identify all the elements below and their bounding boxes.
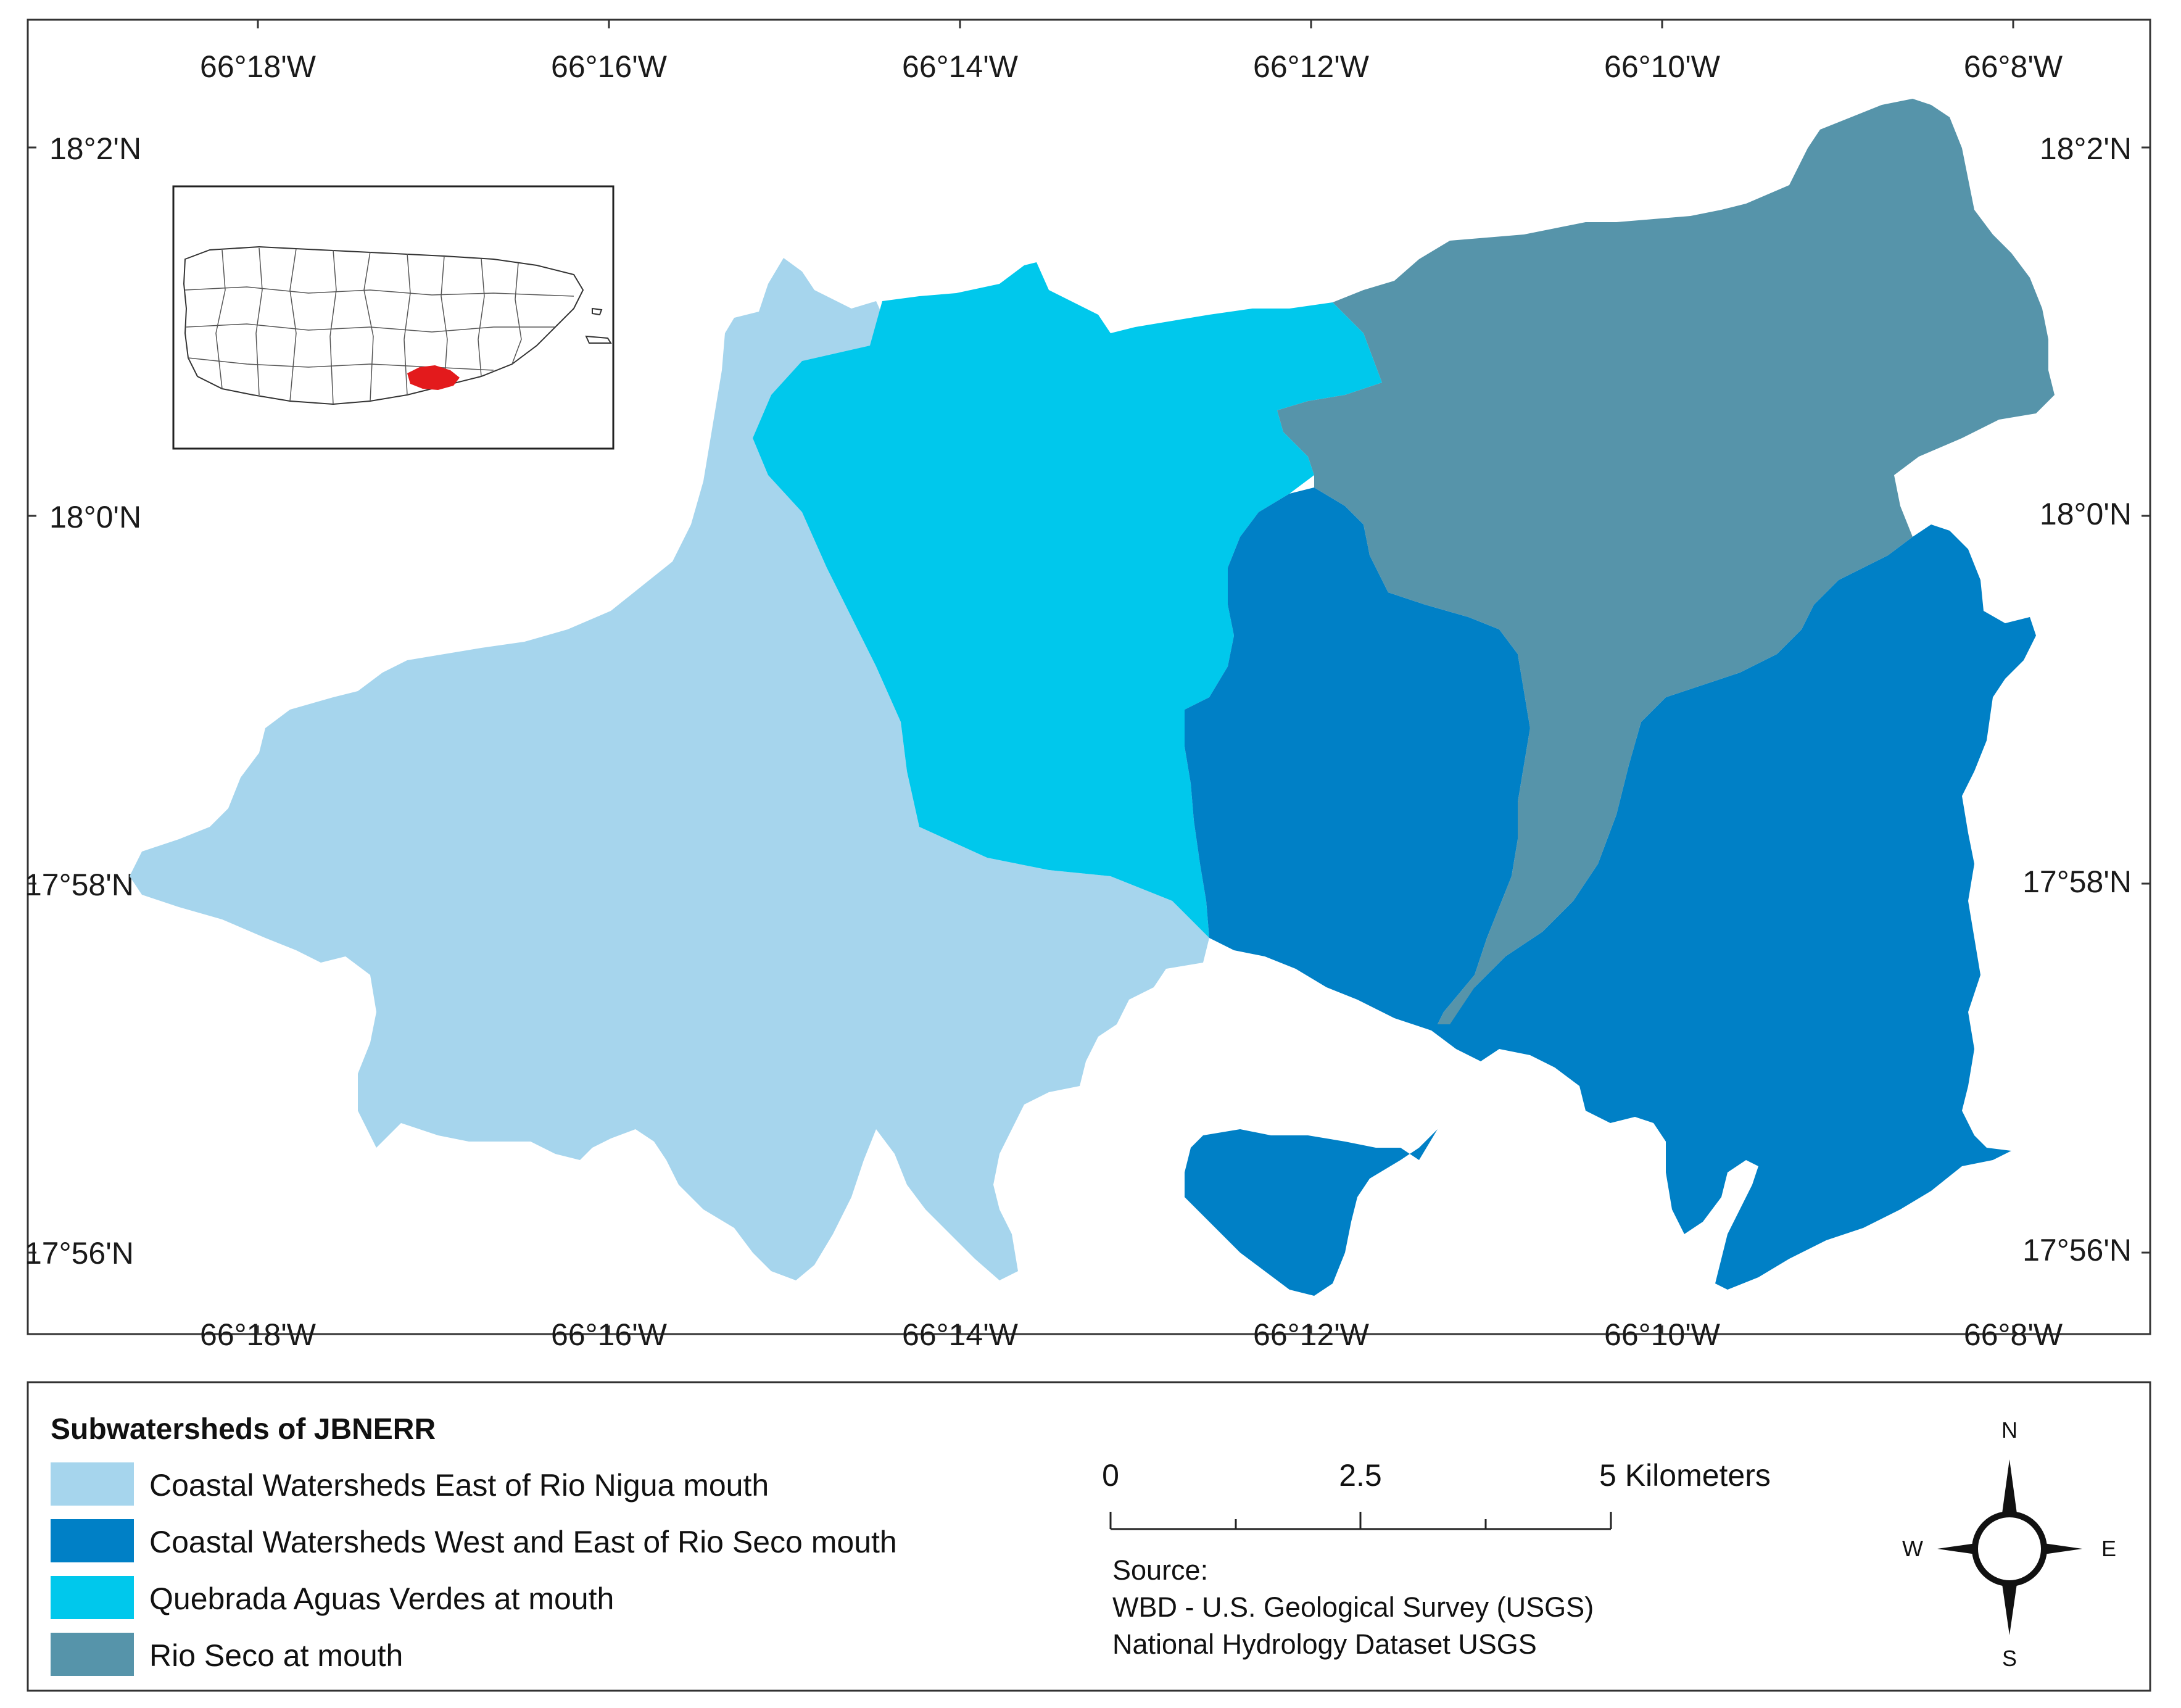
source-heading: Source: <box>1112 1554 1208 1586</box>
compass-n-label: N <box>2001 1417 2018 1443</box>
lon-label-top-2: 66°16'W <box>551 49 668 84</box>
lon-label-bottom-4: 66°12'W <box>1253 1317 1370 1352</box>
lat-label-right-2: 18°0'N <box>2040 497 2132 531</box>
legend-label-4: Rio Seco at mouth <box>149 1638 403 1673</box>
lon-label-bottom-5: 66°10'W <box>1604 1317 1721 1352</box>
north-arrow-icon <box>1937 1459 2082 1635</box>
legend-box <box>27 1381 2151 1692</box>
legend-swatch-2 <box>51 1519 134 1562</box>
lon-label-top-6: 66°8'W <box>1964 49 2063 84</box>
lon-label-top-3: 66°14'W <box>902 49 1019 84</box>
legend-label-3: Quebrada Aguas Verdes at mouth <box>149 1582 614 1616</box>
lon-label-bottom-6: 66°8'W <box>1964 1317 2063 1352</box>
inset-locator-map <box>172 185 615 450</box>
region-quebrada-aguas-verdes <box>753 262 1382 938</box>
legend-swatch-3 <box>51 1576 134 1619</box>
inset-vieques-culebra <box>585 307 612 344</box>
lat-label-right-3: 17°58'N <box>2022 864 2132 899</box>
legend-title: Subwatersheds of JBNERR <box>51 1413 436 1446</box>
lat-label-left-4: 17°56'N <box>25 1236 134 1271</box>
scale-label-0: 0 <box>1102 1458 1119 1493</box>
legend-label-2: Coastal Watersheds West and East of Rio … <box>149 1525 897 1559</box>
source-line-2: National Hydrology Dataset USGS <box>1112 1628 1537 1660</box>
compass-s-label: S <box>2002 1646 2017 1671</box>
lon-label-top-5: 66°10'W <box>1604 49 1721 84</box>
legend-swatch-4 <box>51 1633 134 1676</box>
compass-w-label: W <box>1902 1536 1923 1561</box>
latitude-ticks <box>28 146 2150 1254</box>
region-coastal-east-nigua <box>130 258 1209 1280</box>
lon-label-bottom-2: 66°16'W <box>551 1317 668 1352</box>
lat-label-left-2: 18°0'N <box>49 500 141 534</box>
lon-label-bottom-3: 66°14'W <box>902 1317 1019 1352</box>
inset-study-area-highlight <box>407 365 460 390</box>
lat-label-left-3: 17°58'N <box>25 868 134 902</box>
longitude-ticks <box>257 20 2014 1334</box>
scale-bar <box>1109 1512 1612 1530</box>
lon-label-top-4: 66°12'W <box>1253 49 1370 84</box>
compass-e-label: E <box>2101 1536 2116 1561</box>
scale-label-5: 5 Kilometers <box>1599 1458 1771 1493</box>
lat-label-left-1: 18°2'N <box>49 131 141 166</box>
lat-label-right-1: 18°2'N <box>2040 131 2132 166</box>
region-rio-seco <box>1277 99 2055 1024</box>
watershed-regions <box>130 99 2055 1296</box>
inset-municipality-lines <box>184 247 574 405</box>
lon-label-bottom-1: 66°18'W <box>200 1317 317 1352</box>
legend-swatch-1 <box>51 1462 134 1506</box>
region-coastal-west-east-seco <box>1185 487 2036 1296</box>
lon-label-top-1: 66°18'W <box>200 49 317 84</box>
scale-label-2-5: 2.5 <box>1339 1458 1382 1493</box>
source-line-1: WBD - U.S. Geological Survey (USGS) <box>1112 1591 1594 1623</box>
legend-label-1: Coastal Watersheds East of Rio Nigua mou… <box>149 1468 769 1503</box>
lat-label-right-4: 17°56'N <box>2022 1233 2132 1267</box>
